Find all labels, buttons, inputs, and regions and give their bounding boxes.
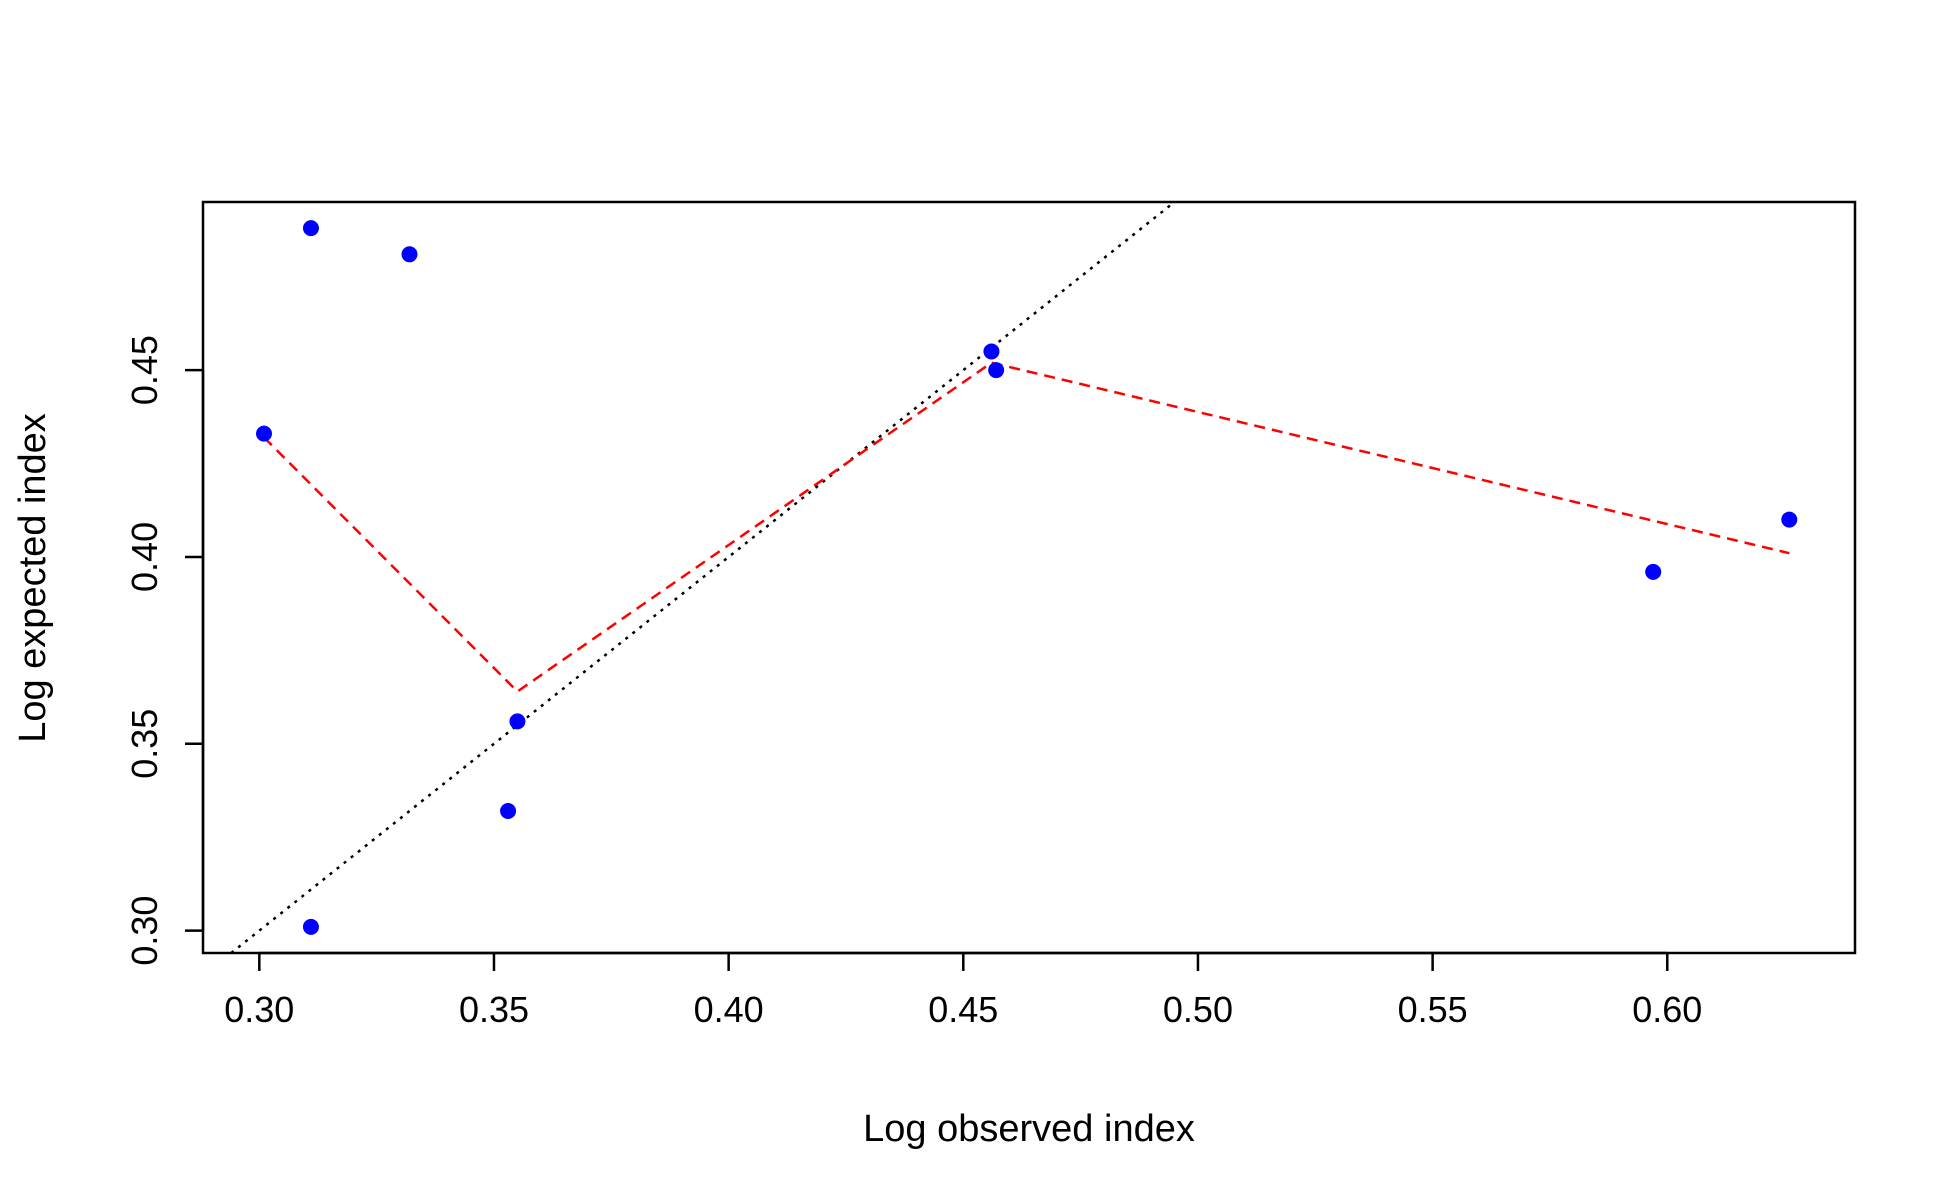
x-tick-label-1: 0.30	[224, 989, 294, 1030]
x-axis-title: Log observed index	[863, 1108, 1195, 1150]
x-tick-label-6: 0.55	[1398, 989, 1468, 1030]
data-point-9	[1645, 563, 1662, 580]
axes: 0.30 0.35 0.40 0.45 0.50 0.55 0.60 0.30 0.35 0.40…	[124, 335, 1702, 1030]
fit-line	[263, 361, 1790, 694]
reference-line	[229, 202, 1177, 953]
data-point-4	[401, 246, 418, 263]
data-point-7	[983, 343, 1000, 360]
x-tick-label-2: 0.35	[459, 989, 529, 1030]
data-point-2	[302, 220, 319, 237]
y-tick-label-1: 0.30	[124, 896, 165, 966]
y-axis-title: Log expected index	[12, 413, 54, 743]
x-tick-label-5: 0.50	[1163, 989, 1233, 1030]
data-point-10	[1781, 511, 1798, 528]
x-tick-label-3: 0.40	[694, 989, 764, 1030]
data-point-3	[302, 918, 319, 935]
y-tick-label-2: 0.35	[124, 709, 165, 779]
data-point-8	[988, 362, 1005, 379]
data-point-5	[500, 803, 517, 820]
x-tick-label-4: 0.45	[928, 989, 998, 1030]
y-tick-label-4: 0.45	[124, 335, 165, 405]
y-tick-label-3: 0.40	[124, 522, 165, 592]
data-point-6	[509, 713, 526, 730]
plot-frame	[201, 200, 1857, 955]
plot-area	[229, 202, 1798, 953]
x-tick-label-7: 0.60	[1632, 989, 1702, 1030]
data-point-1	[256, 425, 273, 442]
